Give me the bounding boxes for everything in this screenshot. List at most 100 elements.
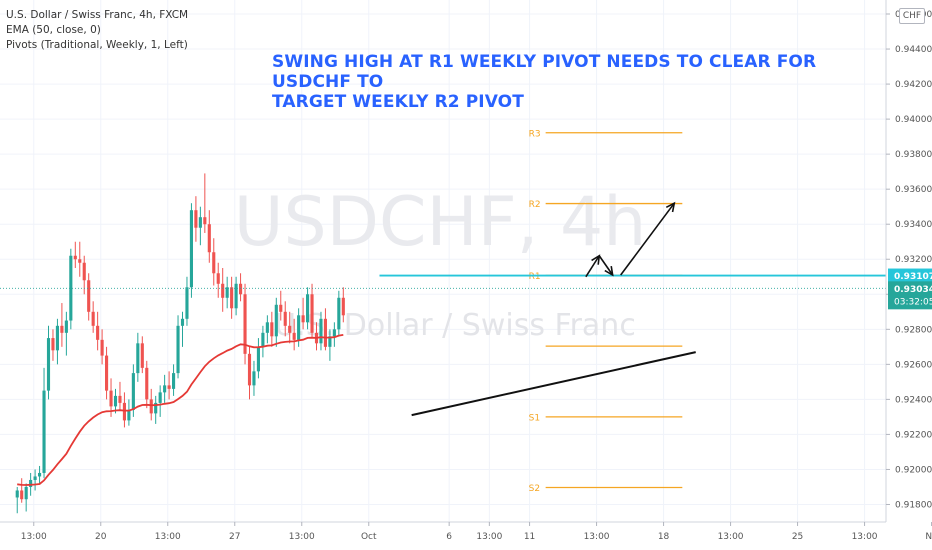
countdown-label: 03:32:05 (894, 297, 932, 307)
candle-body (198, 217, 202, 228)
candle-body (154, 402, 158, 414)
arrow-head (604, 265, 614, 277)
candle-body (337, 297, 341, 330)
candle-body (256, 346, 260, 372)
time-tick-label: 13:00 (155, 532, 181, 542)
resistance-price-tag (888, 268, 932, 283)
legend-symbol[interactable]: U.S. Dollar / Swiss Franc, 4h, FXCM (6, 9, 189, 21)
candle-body (163, 385, 167, 393)
candle-body (64, 320, 68, 333)
pivot-label: S2 (529, 484, 540, 494)
candle-body (261, 332, 265, 347)
candle-body (78, 259, 82, 263)
candle-body (288, 325, 292, 333)
candle-body (216, 273, 220, 284)
candle-body (127, 409, 131, 421)
candle-body (24, 486, 28, 500)
candle-body (283, 311, 287, 326)
price-tick-label: 0.92200 (895, 430, 932, 440)
chart-legend: U.S. Dollar / Swiss Franc, 4h, FXCM EMA … (6, 8, 188, 53)
price-tick-label: 0.92400 (895, 395, 932, 405)
candle-body (91, 311, 95, 326)
candle-body (279, 304, 283, 312)
arrow-line (620, 202, 675, 276)
last-price-tag (888, 281, 932, 310)
legend-ema[interactable]: EMA (50, close, 0) (6, 24, 101, 36)
resistance-price-label: 0.93107 (894, 272, 932, 282)
candle-body (176, 325, 180, 374)
time-tick-label: 13:00 (21, 532, 47, 542)
candle-body (212, 252, 216, 274)
price-tick-label: 0.92000 (895, 465, 932, 475)
candle-body (118, 395, 122, 403)
candle-body (243, 294, 247, 354)
candle-body (149, 399, 153, 414)
candle-body (292, 332, 296, 340)
annotation-line-1: SWING HIGH AT R1 WEEKLY PIVOT NEEDS TO C… (272, 52, 817, 92)
time-tick-label: 18 (658, 532, 670, 542)
candle-body (172, 373, 176, 389)
trendline (411, 351, 696, 417)
legend-pivots[interactable]: Pivots (Traditional, Weekly, 1, Left) (6, 39, 188, 51)
arrow-head (665, 201, 676, 213)
last-price-label: 0.93034 (894, 285, 932, 295)
candle-body (180, 318, 185, 326)
candle-body (167, 385, 171, 389)
candle-body (55, 325, 59, 351)
candle-body (328, 336, 332, 347)
candle-body (145, 367, 149, 400)
time-tick-label: 13:00 (476, 532, 502, 542)
price-tick-label: 0.92600 (895, 360, 932, 370)
arrow-line (598, 255, 614, 276)
candle-body (73, 255, 77, 260)
time-axis (0, 522, 932, 550)
candle-body (310, 294, 314, 333)
candle-body (82, 262, 86, 281)
time-tick-label: 13:00 (718, 532, 744, 542)
candle-body (100, 339, 104, 356)
chart-annotation: SWING HIGH AT R1 WEEKLY PIVOT NEEDS TO C… (272, 52, 852, 112)
time-tick-label: 13:00 (584, 532, 610, 542)
time-tick-label: 20 (95, 532, 107, 542)
candle-body (109, 390, 113, 407)
candle-body (221, 283, 225, 298)
candle-body (207, 224, 211, 253)
candle-body (105, 355, 109, 391)
price-tick-label: 0.94200 (895, 80, 932, 90)
pivot-label: S1 (529, 413, 540, 423)
pivot-label: R1 (529, 272, 541, 282)
time-tick-label: 27 (229, 532, 240, 542)
candle-body (87, 280, 91, 312)
time-tick-label: 25 (792, 532, 803, 542)
candle-body (60, 325, 64, 333)
candle-body (319, 318, 323, 344)
candle-body (33, 476, 37, 480)
price-tick-label: 0.94400 (895, 45, 932, 55)
candle-body (136, 343, 140, 374)
price-tick-label: 0.93600 (895, 185, 932, 195)
candle-body (265, 322, 269, 333)
annotation-line-2: TARGET WEEKLY R2 PIVOT (272, 92, 524, 112)
candle-body (15, 490, 19, 498)
candle-body (140, 343, 144, 368)
candle-body (239, 283, 243, 295)
time-tick-label: 13:00 (852, 532, 878, 542)
pivot-label: R2 (529, 200, 541, 210)
candle-body (131, 373, 135, 410)
time-tick-label: 6 (446, 532, 452, 542)
price-tick-label: 0.93200 (895, 255, 932, 265)
watermark-ticker: USDCHF, 4h (234, 183, 647, 262)
currency-badge[interactable]: CHF (899, 8, 925, 24)
candle-body (194, 210, 198, 228)
pivot-label: R3 (529, 129, 541, 139)
time-tick-label: Oct (361, 532, 377, 542)
candle-body (301, 315, 305, 323)
candle-body (189, 210, 193, 288)
arrow-line (585, 255, 600, 278)
candle-body (341, 297, 345, 316)
price-tick-label: 0.94000 (895, 115, 932, 125)
time-tick-label: No (925, 532, 932, 542)
time-tick-label: 11 (524, 532, 535, 542)
